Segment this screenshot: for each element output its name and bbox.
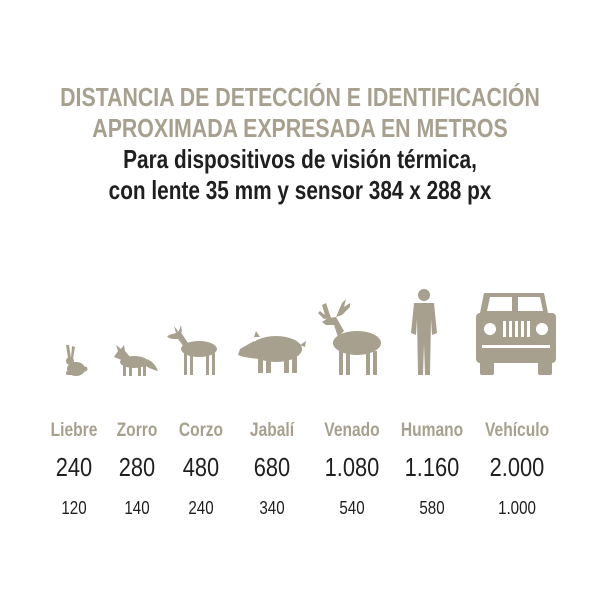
detection-vehicle: 2.000 bbox=[489, 452, 545, 482]
identification-boar: 340 bbox=[259, 498, 285, 518]
subtitle-line-1: Para dispositivos de visión térmica, bbox=[123, 144, 477, 174]
hare-icon bbox=[66, 345, 88, 376]
detection-hare: 240 bbox=[55, 452, 93, 482]
target-name-boar: Jabalí bbox=[249, 420, 295, 441]
identification-roe-deer: 240 bbox=[188, 498, 214, 518]
detection-stag: 1.080 bbox=[324, 452, 380, 482]
target-name-fox: Zorro bbox=[116, 420, 158, 441]
detection-boar: 680 bbox=[253, 452, 291, 482]
detection-roe-deer: 480 bbox=[182, 452, 220, 482]
title-line-1: DISTANCIA DE DETECCIÓN E IDENTIFICACIÓN bbox=[60, 82, 540, 112]
target-name-vehicle: Vehículo bbox=[485, 420, 550, 441]
target-name-roe-deer: Corzo bbox=[178, 420, 224, 441]
human-icon bbox=[411, 289, 437, 375]
identification-human: 580 bbox=[419, 498, 445, 518]
wild-boar-icon bbox=[238, 331, 306, 373]
subtitle-line-2: con lente 35 mm y sensor 384 x 288 px bbox=[108, 175, 492, 205]
detection-human: 1.160 bbox=[404, 452, 460, 482]
roe-deer-icon bbox=[167, 325, 217, 375]
title-line-2: APROXIMADA EXPRESADA EN METROS bbox=[92, 113, 508, 143]
header: DISTANCIA DE DETECCIÓN E IDENTIFICACIÓN … bbox=[0, 82, 600, 206]
target-name-hare: Liebre bbox=[50, 420, 98, 441]
identification-hare: 120 bbox=[61, 498, 87, 518]
identification-stag: 540 bbox=[339, 498, 365, 518]
target-name-human: Humano bbox=[400, 420, 464, 441]
identification-vehicle: 1.000 bbox=[498, 498, 536, 518]
stag-icon bbox=[318, 299, 381, 375]
target-name-stag: Venado bbox=[324, 420, 380, 441]
fox-icon bbox=[114, 345, 158, 376]
target-icons bbox=[66, 289, 556, 376]
identification-fox: 140 bbox=[124, 498, 150, 518]
target-icons-row bbox=[0, 285, 600, 380]
detection-fox: 280 bbox=[118, 452, 156, 482]
